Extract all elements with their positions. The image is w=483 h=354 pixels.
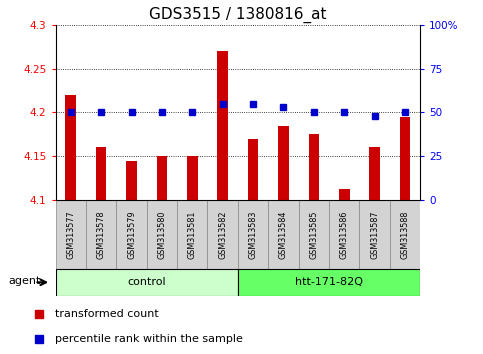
Text: agent: agent	[8, 276, 41, 286]
Text: control: control	[128, 277, 166, 287]
Bar	[126, 161, 137, 200]
Text: GSM313585: GSM313585	[309, 210, 318, 259]
Bar	[65, 95, 76, 200]
Bar	[369, 147, 380, 200]
Bar	[400, 117, 411, 200]
Bar	[248, 139, 258, 200]
Text: GSM313579: GSM313579	[127, 210, 136, 259]
Bar	[86, 200, 116, 269]
Text: GSM313582: GSM313582	[218, 210, 227, 259]
Bar	[147, 200, 177, 269]
Bar	[156, 156, 167, 200]
Text: GSM313583: GSM313583	[249, 210, 257, 259]
Text: GSM313578: GSM313578	[97, 210, 106, 259]
Text: GSM313580: GSM313580	[157, 210, 167, 259]
Text: GSM313581: GSM313581	[188, 210, 197, 259]
Text: GSM313577: GSM313577	[66, 210, 75, 259]
Bar	[116, 200, 147, 269]
Bar	[359, 200, 390, 269]
Bar	[278, 126, 289, 200]
Bar	[177, 200, 208, 269]
Title: GDS3515 / 1380816_at: GDS3515 / 1380816_at	[149, 7, 327, 23]
Text: GSM313588: GSM313588	[400, 210, 410, 259]
Bar	[56, 269, 238, 296]
Bar	[268, 200, 298, 269]
Bar	[208, 200, 238, 269]
Text: GSM313587: GSM313587	[370, 210, 379, 259]
Bar	[298, 200, 329, 269]
Bar	[56, 200, 86, 269]
Bar	[309, 134, 319, 200]
Bar	[238, 200, 268, 269]
Text: GSM313584: GSM313584	[279, 210, 288, 259]
Bar	[339, 189, 350, 200]
Text: transformed count: transformed count	[55, 309, 158, 320]
Bar	[329, 200, 359, 269]
Text: GSM313586: GSM313586	[340, 210, 349, 259]
Bar	[96, 147, 106, 200]
Text: percentile rank within the sample: percentile rank within the sample	[55, 333, 242, 344]
Bar	[217, 51, 228, 200]
Bar	[390, 200, 420, 269]
Bar	[238, 269, 420, 296]
Text: htt-171-82Q: htt-171-82Q	[295, 277, 363, 287]
Bar	[187, 156, 198, 200]
